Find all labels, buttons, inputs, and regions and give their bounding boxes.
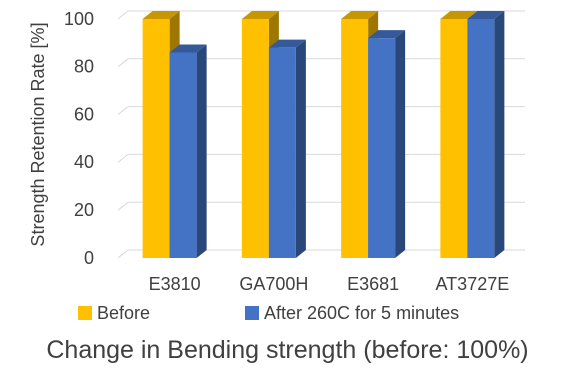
bar-top-E3810-Before [142,11,180,19]
y-tick-label: 60 [74,104,94,124]
legend-swatch-0 [78,306,92,320]
gridline-depth [117,201,129,211]
bar-E3681-After 260C for 5 minutes [368,38,396,259]
x-tick-label: E3810 [149,274,201,294]
y-axis-title: Strength Retention Rate [%] [28,22,48,246]
y-tick-label: 0 [84,248,94,268]
y-tick-label: 20 [74,200,94,220]
gridline-depth [117,154,129,163]
bar-top-GA700H-After 260C for 5 minutes [268,39,306,48]
bar-E3681-Before [341,19,369,258]
bar-top-AT3727E-After 260C for 5 minutes [467,11,505,19]
x-tick-label: E3681 [347,274,399,294]
y-tick-label: 40 [74,152,94,172]
bar-top-GA700H-Before [241,11,279,19]
x-tick-label: GA700H [239,274,308,294]
bar-top-AT3727E-Before [440,11,478,19]
bar-GA700H-Before [241,19,269,258]
bar-GA700H-After 260C for 5 minutes [268,47,296,259]
bar-side-GA700H-After 260C for 5 minutes [295,39,306,259]
bar-side-E3681-After 260C for 5 minutes [395,30,406,259]
bar-side-E3810-After 260C for 5 minutes [196,44,207,259]
legend-label-1: After 260C for 5 minutes [264,303,459,323]
gridline-depth [117,249,129,259]
bar-side-AT3727E-After 260C for 5 minutes [494,11,505,258]
bar-AT3727E-Before [440,19,468,258]
bar-AT3727E-After 260C for 5 minutes [467,19,495,258]
gridline-depth [117,58,129,68]
bar-top-E3681-Before [341,11,379,19]
bar-top-E3810-After 260C for 5 minutes [169,44,207,53]
gridline-depth [117,10,129,20]
y-tick-label: 100 [64,9,94,29]
legend-label-0: Before [97,303,150,323]
chart-caption: Change in Bending strength (before: 100%… [46,336,529,364]
bar-top-E3681-After 260C for 5 minutes [368,30,406,39]
bar-E3810-Before [142,19,170,258]
bar-E3810-After 260C for 5 minutes [169,52,197,259]
x-tick-label: AT3727E [436,274,510,294]
bar-chart: 0 20 40 60 80 100 Strength Retention Rate [%] E… [28,9,525,323]
legend-swatch-1 [245,306,259,320]
gridline-depth [117,106,129,115]
y-tick-label: 80 [74,57,94,77]
